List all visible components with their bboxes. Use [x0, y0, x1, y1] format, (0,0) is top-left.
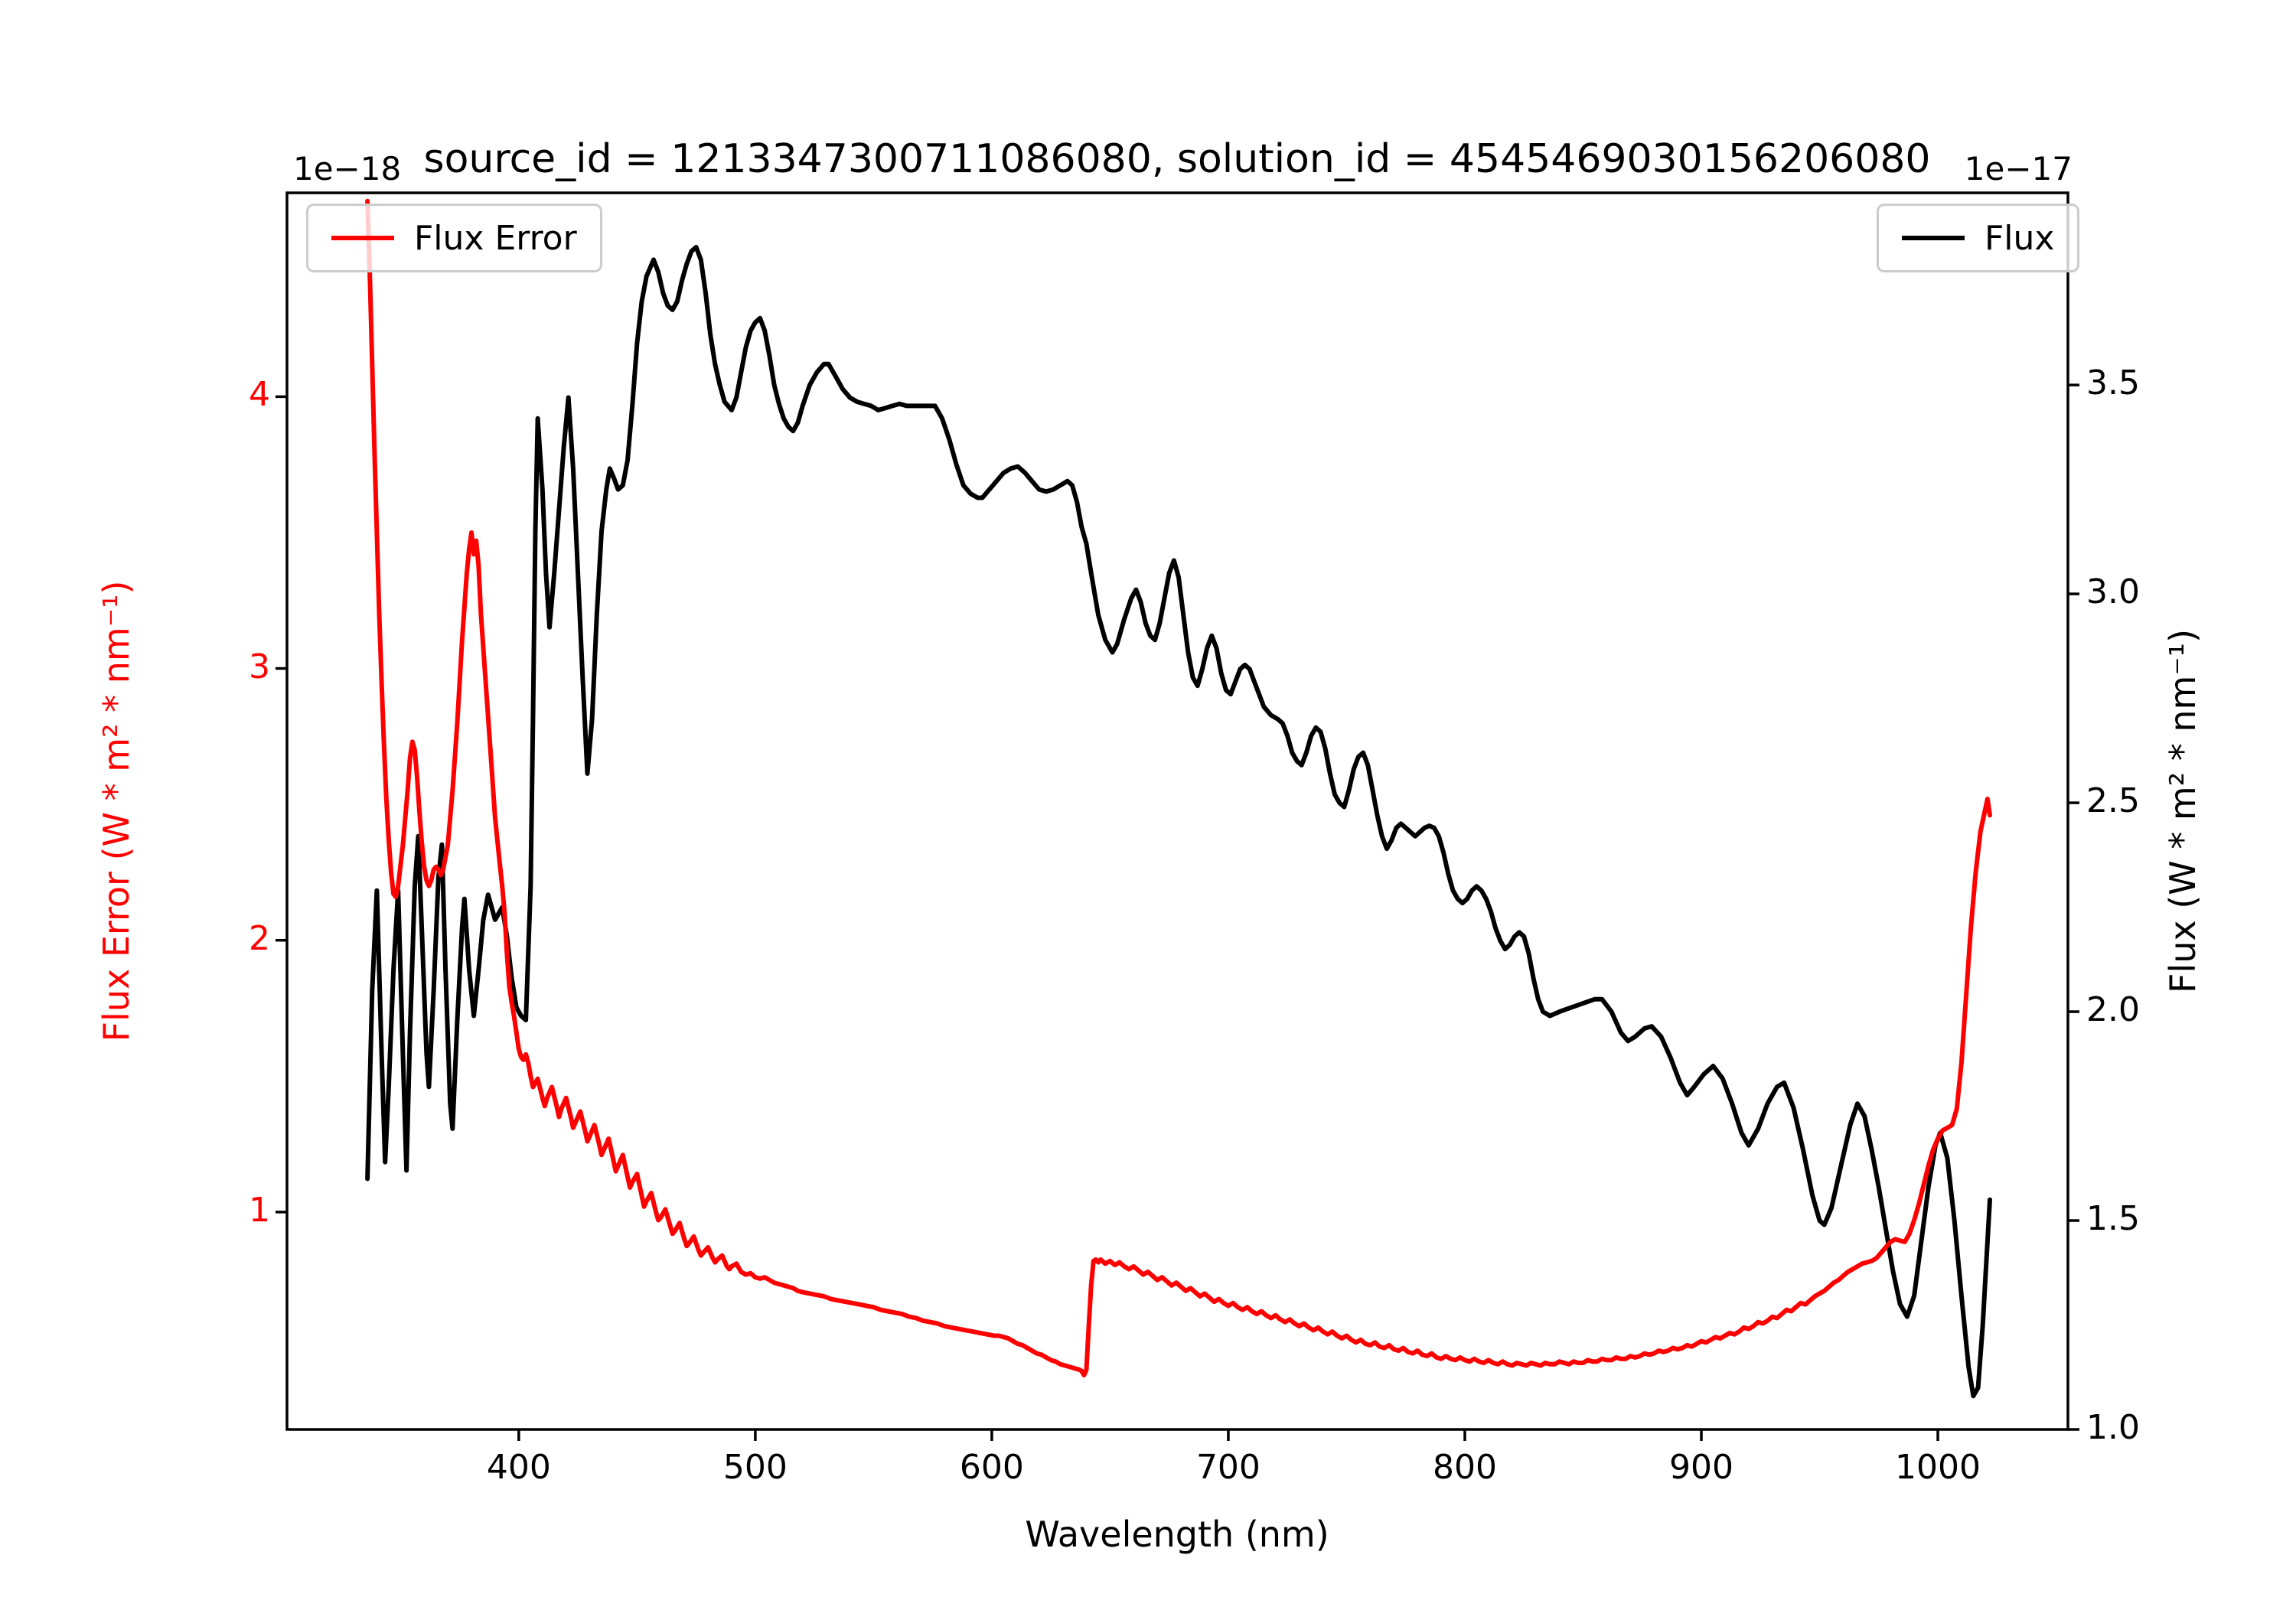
- x-tick-label-900: 900: [1669, 1448, 1733, 1487]
- x-tick-label-800: 800: [1432, 1448, 1497, 1487]
- y-right-tick-label-3.0: 3.0: [2086, 572, 2140, 612]
- flux-error-line-swatch: [331, 236, 394, 240]
- x-tick-label-600: 600: [959, 1448, 1024, 1487]
- x-axis-label: Wavelength (nm): [1025, 1514, 1329, 1555]
- y-left-offset-text: 1e−18: [293, 150, 402, 187]
- series-flux-error: [365, 198, 1992, 1377]
- legend-flux-error: Flux Error: [306, 204, 602, 272]
- y-right-tick-label-1.5: 1.5: [2086, 1199, 2140, 1239]
- y-right-offset-text: 1e−17: [1964, 150, 2073, 187]
- legend-flux: Flux: [1877, 204, 2080, 272]
- y-left-tick-label-1: 1: [249, 1190, 270, 1230]
- series-flux: [365, 245, 1992, 1399]
- x-tick-label-400: 400: [486, 1448, 551, 1487]
- x-tick-label-500: 500: [722, 1448, 788, 1487]
- plot-border: [285, 191, 2069, 1431]
- y-right-tick-label-1.0: 1.0: [2086, 1408, 2140, 1447]
- y-left-tick-label-2: 2: [249, 918, 270, 958]
- y-left-tick-label-3: 3: [249, 647, 270, 686]
- x-tick-label-1000: 1000: [1895, 1448, 1981, 1487]
- x-tick-label-700: 700: [1195, 1448, 1261, 1487]
- y-right-tick-label-2.0: 2.0: [2086, 990, 2140, 1030]
- legend-flux-label: Flux: [1985, 218, 2055, 258]
- legend-flux-error-label: Flux Error: [414, 218, 577, 258]
- y-left-tick-label-4: 4: [249, 375, 270, 415]
- y-right-tick-label-2.5: 2.5: [2086, 781, 2140, 821]
- chart-title: source_id = 1213347300711086080, solutio…: [423, 136, 1931, 182]
- y-right-tick-label-3.5: 3.5: [2086, 363, 2140, 403]
- flux-line-swatch: [1902, 236, 1965, 240]
